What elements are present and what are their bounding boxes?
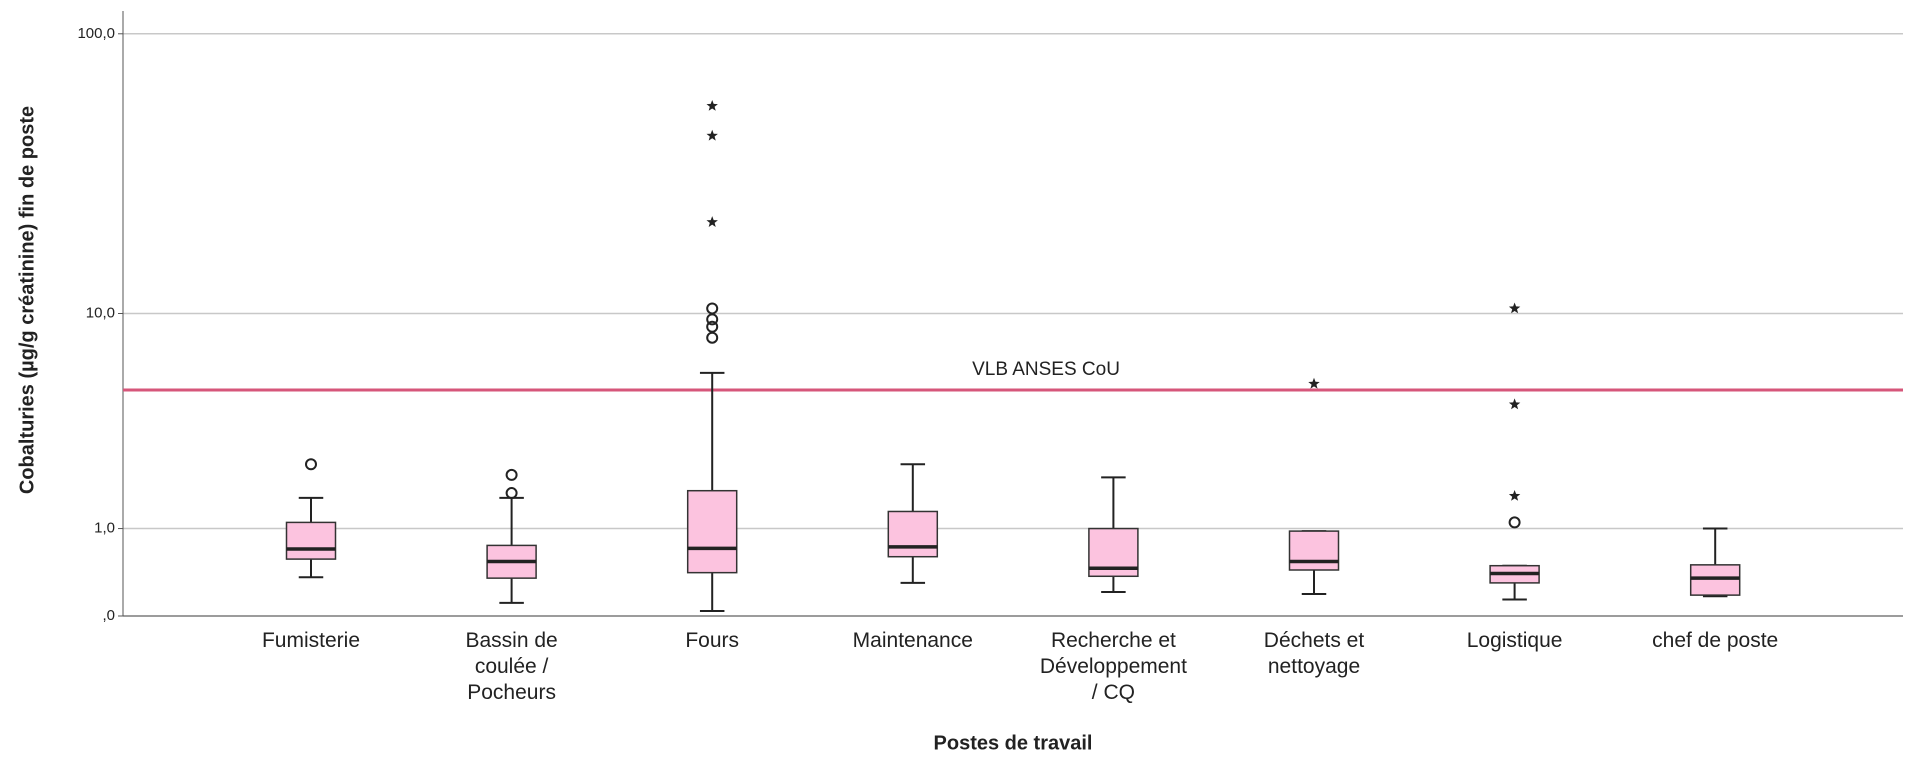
box [1689, 564, 1741, 596]
outlier [1508, 516, 1521, 529]
x-tick-label: Maintenance [852, 629, 973, 652]
x-axis-title: Postes de travail [934, 732, 1093, 754]
outlier [706, 320, 719, 333]
x-tick-label: Logistique [1466, 629, 1563, 652]
outlier [505, 487, 518, 500]
box [686, 489, 738, 574]
box [285, 521, 337, 560]
extreme [1308, 377, 1320, 389]
outlier [706, 302, 719, 315]
outlier [305, 458, 317, 471]
extreme [706, 129, 718, 141]
extreme [706, 99, 718, 111]
outlier [706, 331, 719, 344]
extreme [1508, 302, 1521, 314]
box [887, 510, 939, 558]
x-tick-label: Fours [685, 629, 740, 652]
x-tick-label: Fumisterie [261, 629, 361, 652]
y-axis-title: Cobalturies (µg/g créatinine) fin de pos… [16, 106, 38, 494]
reference-label: VLB ANSES CoU [972, 359, 1120, 380]
extreme [1508, 398, 1521, 410]
y-tick-label: ,0 [102, 607, 115, 624]
x-tick-label: Recherche et Développement / CQ [1039, 629, 1187, 704]
extreme [1508, 489, 1521, 501]
box [1288, 530, 1340, 571]
outlier [706, 313, 719, 326]
y-tick-label: 100,0 [77, 25, 115, 42]
outlier [505, 468, 518, 481]
y-tick-label: 1,0 [94, 520, 115, 537]
x-tick-label: chef de poste [1652, 629, 1779, 652]
extreme [706, 216, 718, 227]
y-tick-label: 10,0 [86, 304, 115, 321]
x-tick-label: Déchets et nettoyage [1263, 629, 1365, 678]
x-tick-label: Bassin de coulée / Pocheurs [465, 629, 558, 704]
